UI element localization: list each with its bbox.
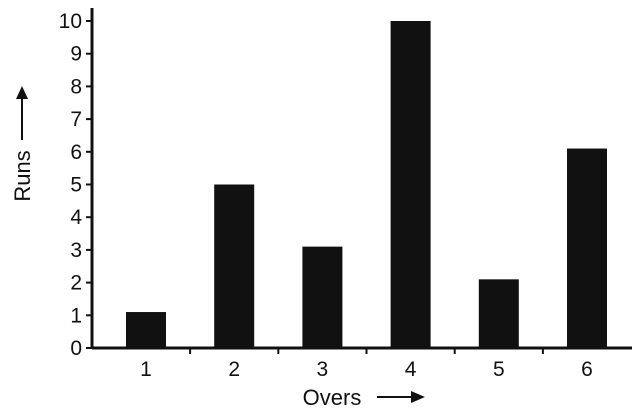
bar-over-4 — [390, 21, 431, 348]
y-axis-arrow-icon — [16, 86, 28, 140]
y-tick-label: 3 — [70, 239, 82, 262]
bar-over-3 — [302, 246, 343, 348]
x-tick-label: 1 — [140, 358, 152, 381]
bar-over-2 — [214, 184, 255, 348]
y-axis-title: Runs — [10, 150, 35, 201]
y-tick-label: 9 — [70, 43, 82, 66]
bars-group — [126, 21, 607, 348]
bar-over-1 — [126, 312, 166, 348]
x-tick-label: 4 — [405, 358, 417, 381]
y-tick-label: 6 — [70, 141, 82, 164]
y-tick-label: 4 — [70, 206, 82, 229]
x-axis-title: Overs — [303, 385, 362, 410]
y-tick-label: 10 — [59, 10, 82, 33]
x-tick-label: 5 — [493, 358, 505, 381]
y-tick-label: 2 — [70, 272, 82, 295]
y-tick-label: 8 — [70, 75, 82, 98]
bar-over-6 — [567, 148, 607, 348]
y-tick-label: 1 — [70, 304, 82, 327]
x-ticks-group: 1 2 3 4 5 6 — [140, 348, 593, 381]
x-tick-label: 3 — [317, 358, 329, 381]
x-tick-label: 6 — [581, 358, 593, 381]
y-ticks-group: 0 1 2 3 4 5 6 7 8 9 10 — [59, 10, 92, 360]
x-tick-label: 2 — [228, 358, 240, 381]
y-tick-label: 7 — [70, 108, 82, 131]
x-axis-arrow-icon — [377, 391, 425, 403]
y-tick-label: 5 — [70, 174, 82, 197]
bar-over-5 — [478, 279, 519, 348]
y-tick-label: 0 — [70, 337, 82, 360]
